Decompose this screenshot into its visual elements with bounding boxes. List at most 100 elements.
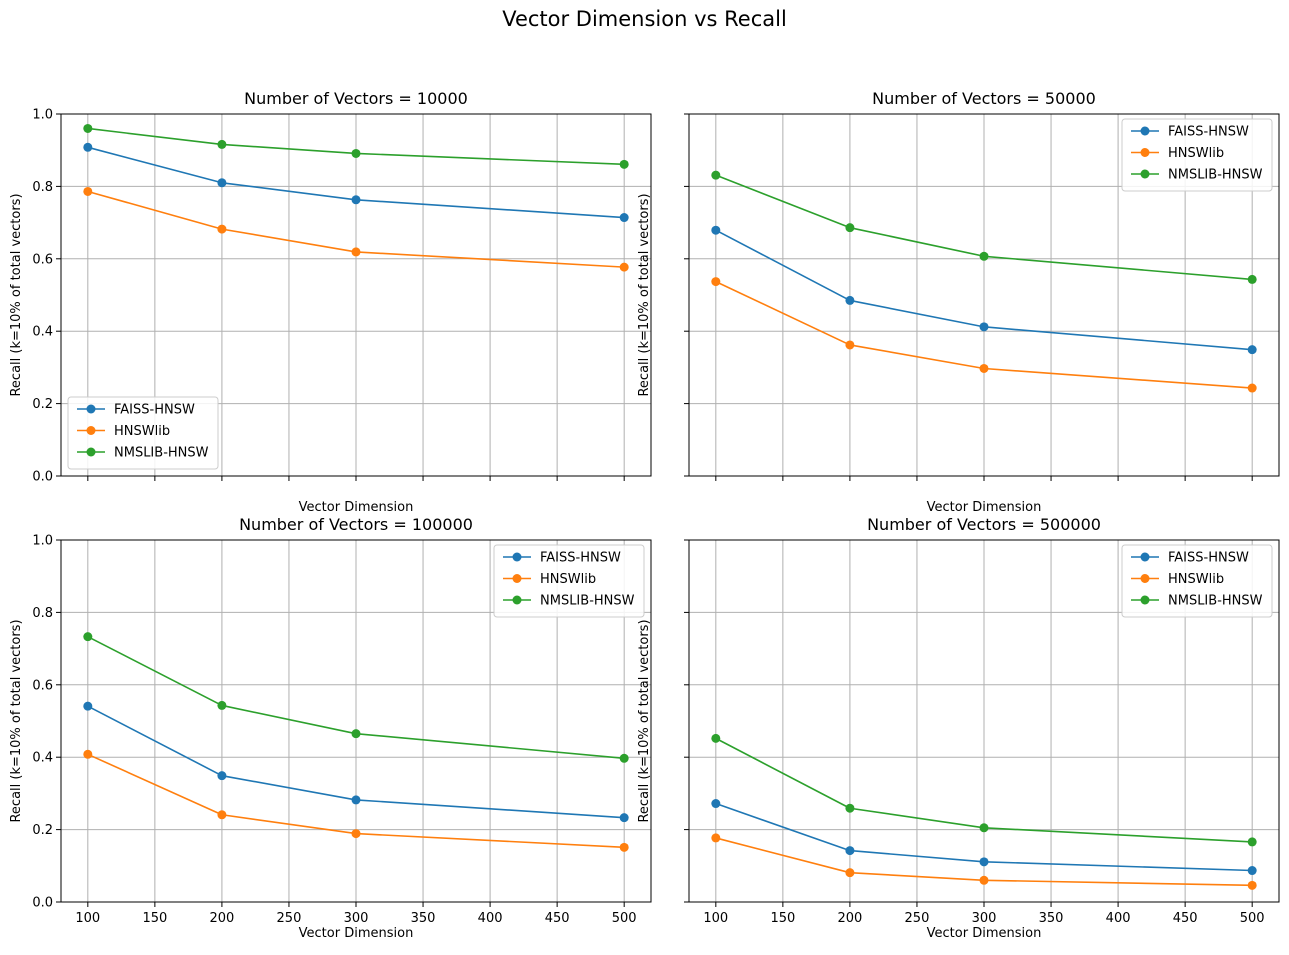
- legend-marker: [1140, 574, 1150, 583]
- subplot-2: Number of Vectors = 50000 Vector Dimensio…: [637, 89, 1280, 515]
- data-point: [217, 810, 227, 820]
- data-point: [351, 729, 361, 739]
- data-point: [845, 223, 855, 233]
- x-axis-label: Vector Dimension: [299, 500, 414, 515]
- data-point: [351, 148, 361, 158]
- data-point: [845, 846, 855, 856]
- data-point: [711, 733, 721, 743]
- data-point: [619, 753, 629, 763]
- plot-frame: [60, 113, 652, 477]
- data-point: [351, 195, 361, 205]
- legend-marker: [86, 426, 96, 435]
- data-point: [83, 142, 93, 152]
- data-point: [217, 139, 227, 149]
- data-point: [845, 803, 855, 813]
- legend-box: [1121, 544, 1273, 618]
- legend-marker: [86, 447, 96, 457]
- data-point: [979, 823, 989, 833]
- series-hnswlib: [711, 833, 1257, 890]
- x-tick-label: 300: [344, 911, 369, 926]
- series-hnswlib: [83, 749, 629, 852]
- series-hnswlib: [83, 186, 629, 272]
- legend-label: HNSWlib: [114, 424, 170, 439]
- subplot-1: 0.0 0.2 0.4 0.6 0.8 1.0 Number of Vectors = 10…: [9, 89, 652, 515]
- legend-marker: [512, 552, 522, 562]
- y-tick-label: 0.4: [32, 325, 53, 340]
- x-tick-label: 150: [770, 911, 795, 926]
- series-faiss-hnsw: [83, 701, 629, 823]
- series-line: [87, 127, 625, 166]
- data-point: [1247, 866, 1257, 876]
- data-point: [217, 700, 227, 710]
- y-tick-label: 0.2: [32, 823, 53, 838]
- plot-frame: [688, 539, 1280, 903]
- plot-frame: [688, 113, 1280, 477]
- x-axis-label: Vector Dimension: [299, 926, 414, 941]
- subplot-title: Number of Vectors = 100000: [239, 515, 473, 534]
- y-axis-label: Recall (k=10% of total vectors): [637, 619, 652, 822]
- legend: FAISS-HNSW HNSWlib NMSLIB-HNSW: [493, 544, 645, 618]
- data-point: [979, 322, 989, 332]
- x-tick-label: 200: [837, 911, 862, 926]
- legend-label: NMSLIB-HNSW: [1168, 594, 1263, 609]
- series-nmslib-hnsw: [711, 733, 1257, 847]
- legend-marker: [86, 404, 96, 414]
- series-line: [87, 705, 625, 819]
- legend-label: HNSWlib: [540, 572, 596, 587]
- data-point: [711, 225, 721, 235]
- y-tick-label: 0.0: [32, 470, 53, 485]
- legend-label: FAISS-HNSW: [1168, 125, 1249, 140]
- y-tick-label: 0.8: [32, 180, 53, 195]
- data-point: [979, 251, 989, 261]
- series-line: [87, 190, 625, 268]
- data-point: [351, 829, 361, 839]
- series-nmslib-hnsw: [83, 632, 629, 763]
- x-tick-label: 400: [1106, 911, 1131, 926]
- y-tick-label: 1.0: [32, 534, 53, 549]
- y-tick-label: 0.6: [32, 678, 53, 693]
- legend-label: FAISS-HNSW: [540, 551, 621, 566]
- x-tick-label: 250: [277, 911, 302, 926]
- data-point: [845, 340, 855, 350]
- x-tick-label: 350: [1039, 911, 1064, 926]
- legend-box: [1121, 118, 1273, 192]
- x-axis-label: Vector Dimension: [927, 926, 1042, 941]
- y-axis-label: Recall (k=10% of total vectors): [9, 193, 24, 396]
- series-line: [715, 737, 1253, 843]
- series-line: [715, 229, 1253, 351]
- legend-label: NMSLIB-HNSW: [114, 446, 209, 461]
- legend: FAISS-HNSW HNSWlib NMSLIB-HNSW: [67, 396, 219, 470]
- data-point: [1247, 383, 1257, 393]
- legend-box: [67, 396, 219, 470]
- data-point: [83, 701, 93, 711]
- subplot-title: Number of Vectors = 10000: [244, 89, 468, 108]
- legend-marker: [1140, 552, 1150, 562]
- series-nmslib-hnsw: [83, 123, 629, 169]
- data-point: [83, 749, 93, 759]
- data-point: [711, 277, 721, 287]
- x-tick-label: 500: [1240, 911, 1265, 926]
- data-point: [619, 213, 629, 223]
- data-point: [979, 857, 989, 867]
- y-tick-label: 1.0: [32, 108, 53, 123]
- x-tick-label: 350: [411, 911, 436, 926]
- legend-marker: [1140, 148, 1150, 157]
- x-tick-label: 150: [142, 911, 167, 926]
- data-point: [217, 178, 227, 188]
- data-point: [351, 247, 361, 257]
- y-tick-label: 0.0: [32, 896, 53, 911]
- series-faiss-hnsw: [83, 142, 629, 223]
- legend-label: FAISS-HNSW: [1168, 551, 1249, 566]
- data-point: [1247, 274, 1257, 284]
- data-point: [619, 813, 629, 823]
- legend-marker: [1140, 126, 1150, 136]
- data-point: [979, 875, 989, 885]
- data-point: [217, 771, 227, 781]
- plot-frame: [60, 539, 652, 903]
- legend-label: NMSLIB-HNSW: [1168, 168, 1263, 183]
- data-point: [351, 795, 361, 805]
- x-tick-label: 100: [703, 911, 728, 926]
- data-point: [845, 295, 855, 305]
- data-point: [1247, 837, 1257, 847]
- data-point: [711, 833, 721, 843]
